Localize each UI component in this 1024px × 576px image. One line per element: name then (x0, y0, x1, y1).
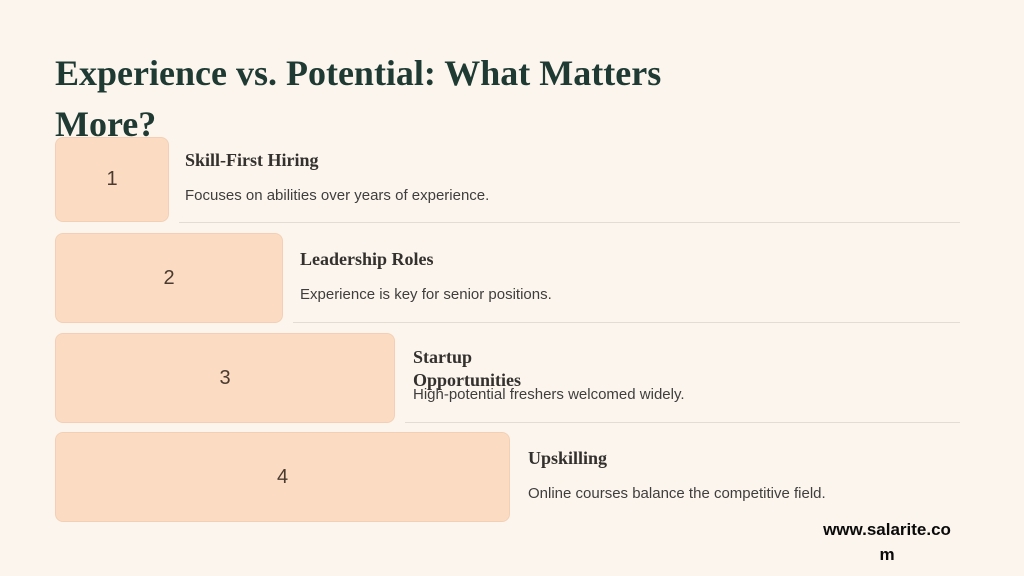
step-box-1: 1 (55, 137, 169, 222)
item-heading-startup-opportunities: Startup Opportunities (413, 347, 522, 390)
item-body-startup-opportunities: High-potential freshers welcomed widely. (413, 386, 685, 403)
item-body-upskilling: Online courses balance the competitive f… (528, 485, 826, 502)
item-heading-leadership-roles: Leadership Roles (300, 249, 434, 269)
footer-url: www.salarite.com (823, 520, 951, 564)
step-box-4: 4 (55, 432, 510, 522)
item-body-skill-first-hiring: Focuses on abilities over years of exper… (185, 187, 490, 204)
item-body-leadership-roles: Experience is key for senior positions. (300, 286, 552, 303)
step-number-2: 2 (163, 266, 175, 289)
step-box-3: 3 (55, 333, 395, 423)
item-heading-upskilling: Upskilling (528, 448, 608, 468)
step-number-4: 4 (276, 465, 289, 488)
page-title: Experience vs. Potential: What Matters M… (55, 53, 662, 144)
step-number-1: 1 (106, 168, 118, 190)
row-divider-3 (405, 422, 960, 423)
step-number-3: 3 (219, 366, 231, 389)
row-divider-1 (179, 222, 960, 223)
item-heading-skill-first-hiring: Skill-First Hiring (185, 150, 319, 170)
row-divider-2 (293, 322, 960, 323)
step-box-2: 2 (55, 233, 283, 323)
